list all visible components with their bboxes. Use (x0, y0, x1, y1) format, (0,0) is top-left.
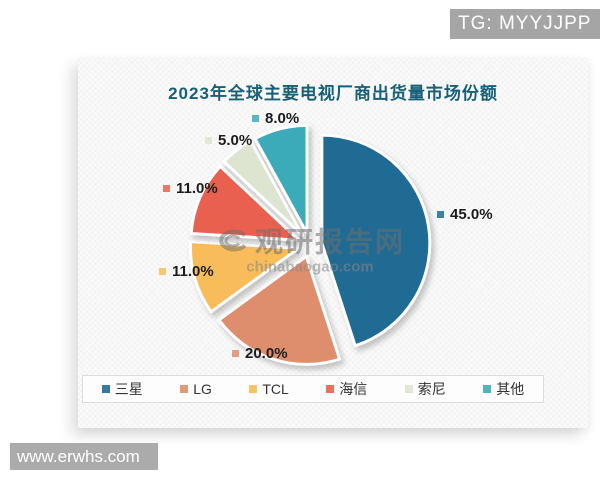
chart-title: 2023年全球主要电视厂商出货量市场份额 (168, 84, 498, 103)
pie-slice-5 (253, 123, 309, 235)
legend-item-4: 索尼 (404, 379, 446, 399)
tg-badge: TG: MYYJJPP (450, 9, 600, 39)
slice-label-marker-icon (159, 268, 166, 275)
legend-item-5: 其他 (483, 379, 524, 399)
slice-label-marker-icon (232, 350, 239, 357)
slice-label-value: 8.0% (265, 110, 300, 127)
chart-card: 2023年全球主要电视厂商出货量市场份额 观研报告网 chinabaogao.c… (78, 57, 588, 428)
legend-item-2: TCL (249, 381, 289, 397)
slice-label-marker-icon (252, 115, 259, 122)
slice-label-4: 5.0% (205, 132, 252, 149)
slice-label-3: 11.0% (163, 180, 218, 197)
legend-label: 其他 (496, 381, 525, 397)
legend-label: 海信 (339, 381, 368, 397)
legend-marker-icon (180, 385, 189, 393)
pie-slice-2 (188, 240, 300, 314)
legend-item-0: 三星 (101, 379, 143, 399)
slice-label-value: 45.0% (450, 206, 493, 223)
slice-label-marker-icon (163, 185, 170, 192)
chart-legend: 三星 LG TCL 海信 索尼 其他 (82, 375, 544, 403)
slice-label-2: 11.0% (159, 263, 214, 280)
slice-label-0: 45.0% (437, 206, 493, 223)
legend-marker-icon (326, 385, 335, 393)
slice-label-value: 11.0% (176, 180, 218, 197)
slice-label-value: 11.0% (172, 263, 214, 280)
legend-item-3: 海信 (326, 379, 367, 399)
legend-label: 三星 (114, 381, 143, 397)
slice-label-1: 20.0% (232, 345, 288, 362)
pie-slice-3 (189, 164, 301, 242)
slice-label-marker-icon (437, 211, 444, 218)
pie-slice-4 (222, 139, 305, 238)
slice-label-value: 5.0% (218, 132, 253, 149)
pie-slice-1 (217, 254, 342, 366)
slice-label-value: 20.0% (245, 345, 288, 362)
legend-marker-icon (249, 385, 258, 393)
legend-marker-icon (483, 385, 492, 393)
site-url-badge: www.erwhs.com (10, 443, 158, 470)
legend-label: LG (193, 381, 212, 397)
legend-marker-icon (404, 385, 413, 393)
slice-label-marker-icon (205, 137, 212, 144)
legend-marker-icon (101, 385, 110, 393)
legend-label: TCL (262, 381, 289, 397)
legend-label: 索尼 (417, 381, 446, 397)
pie-slice-0 (320, 133, 432, 348)
legend-item-1: LG (180, 381, 212, 397)
pie-chart (188, 123, 432, 366)
slice-label-5: 8.0% (252, 110, 299, 127)
